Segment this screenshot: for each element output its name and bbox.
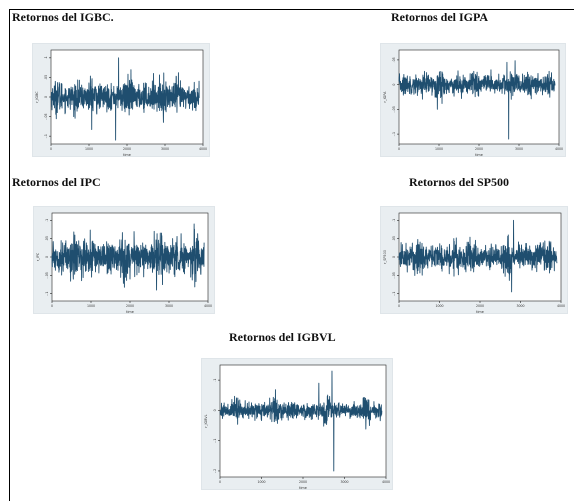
- x-tick-label: 0: [50, 147, 52, 151]
- series-line: [50, 57, 200, 141]
- series-line: [51, 223, 205, 291]
- y-tick-label: .05: [45, 236, 49, 241]
- series-line: [398, 60, 556, 140]
- chart-title-igpa: Retornos del IGPA: [391, 10, 489, 24]
- chart-title-igbc: Retornos del IGBC.: [12, 10, 114, 24]
- x-tick-label: 3000: [165, 304, 173, 308]
- x-tick-label: 4000: [382, 480, 390, 484]
- x-tick-label: 2000: [126, 304, 134, 308]
- x-axis-label: time: [476, 310, 484, 314]
- chart-title-igbvl: Retornos del IGBVL: [229, 330, 336, 344]
- y-tick-label: -.1: [44, 134, 48, 138]
- series-line: [219, 370, 383, 472]
- y-tick-label: .1: [392, 219, 396, 222]
- y-axis-label: r_IPC: [36, 252, 40, 261]
- y-tick-label: .05: [392, 57, 396, 62]
- x-tick-label: 4000: [555, 147, 563, 151]
- y-tick-label: -.05: [45, 272, 49, 278]
- y-tick-label: -.1: [45, 292, 49, 296]
- y-tick-label: .05: [392, 236, 396, 241]
- y-tick-label: 0: [392, 256, 396, 258]
- chart-panel-igbc: -.1 -.05 0 .05 .1 0 1000 2000 3000 4000 time r_IGBC: [32, 43, 210, 157]
- y-tick-label: .1: [213, 379, 217, 382]
- y-axis-label: r_IGBC: [35, 91, 39, 103]
- x-tick-label: 2000: [123, 147, 131, 151]
- x-tick-label: 2000: [476, 304, 484, 308]
- y-tick-label: -.1: [392, 132, 396, 136]
- x-tick-label: 3000: [161, 147, 169, 151]
- x-tick-label: 1000: [435, 304, 443, 308]
- y-tick-label: 0: [44, 96, 48, 98]
- y-tick-label: -.05: [392, 272, 396, 278]
- x-axis-label: time: [123, 153, 131, 157]
- y-tick-label: -.1: [392, 292, 396, 296]
- y-tick-label: -.05: [392, 106, 396, 112]
- chart-panel-ipc: -.1 -.05 0 .05 .1 0 1000 2000 3000 4000 time r_IPC: [33, 206, 215, 314]
- x-axis-label: time: [126, 310, 134, 314]
- chart-svg-igpa: -.1 -.05 0 .05 0 1000 2000 3000 4000 time r_IGPA: [383, 49, 563, 157]
- plot-area: [219, 364, 387, 478]
- chart-svg-igbc: -.1 -.05 0 .05 .1 0 1000 2000 3000 4000 time r_IGBC: [35, 49, 207, 157]
- x-tick-label: 0: [398, 304, 400, 308]
- chart-title-ipc: Retornos del IPC: [12, 175, 101, 189]
- x-tick-label: 1000: [435, 147, 443, 151]
- x-tick-label: 0: [51, 304, 53, 308]
- y-tick-label: -.1: [213, 439, 217, 443]
- x-tick-label: 0: [219, 480, 221, 484]
- x-axis-label: time: [299, 486, 307, 490]
- y-tick-label: .05: [44, 75, 48, 80]
- chart-svg-sp500: -.1 -.05 0 .05 .1 0 1000 2000 3000 4000 time r_SP50…: [383, 212, 565, 314]
- y-axis-label: r_SP500: [383, 250, 387, 264]
- series-line: [398, 219, 558, 293]
- plot-area: [398, 49, 560, 145]
- x-axis-label: time: [475, 153, 483, 157]
- figure-frame: [9, 9, 574, 501]
- x-tick-label: 3000: [340, 480, 348, 484]
- x-tick-label: 1000: [257, 480, 265, 484]
- y-tick-label: .1: [44, 56, 48, 59]
- x-tick-label: 1000: [87, 304, 95, 308]
- x-tick-label: 3000: [515, 147, 523, 151]
- y-axis-label: r_IGBVL: [204, 414, 208, 427]
- y-tick-label: -.2: [213, 469, 217, 473]
- x-tick-label: 1000: [85, 147, 93, 151]
- chart-panel-igpa: -.1 -.05 0 .05 0 1000 2000 3000 4000 time r_IGPA: [380, 43, 566, 157]
- x-tick-label: 3000: [516, 304, 524, 308]
- chart-svg-igbvl: -.2 -.1 0 .1 0 1000 2000 3000 4000 time r_IGBVL: [204, 364, 390, 490]
- y-tick-label: 0: [45, 256, 49, 258]
- y-tick-label: .1: [45, 219, 49, 222]
- chart-title-sp500: Retornos del SP500: [409, 175, 509, 189]
- y-tick-label: -.05: [44, 113, 48, 119]
- y-tick-label: 0: [392, 84, 396, 86]
- y-axis-label: r_IGPA: [383, 91, 387, 103]
- x-tick-label: 2000: [299, 480, 307, 484]
- x-tick-label: 4000: [557, 304, 565, 308]
- x-tick-label: 0: [398, 147, 400, 151]
- chart-svg-ipc: -.1 -.05 0 .05 .1 0 1000 2000 3000 4000 time r_IPC: [36, 212, 212, 314]
- chart-panel-igbvl: -.2 -.1 0 .1 0 1000 2000 3000 4000 time r_IGBVL: [201, 358, 393, 490]
- chart-panel-sp500: -.1 -.05 0 .05 .1 0 1000 2000 3000 4000 time r_SP50…: [380, 206, 568, 314]
- x-tick-label: 4000: [204, 304, 212, 308]
- x-tick-label: 4000: [199, 147, 207, 151]
- x-tick-label: 2000: [475, 147, 483, 151]
- y-tick-label: 0: [213, 409, 217, 411]
